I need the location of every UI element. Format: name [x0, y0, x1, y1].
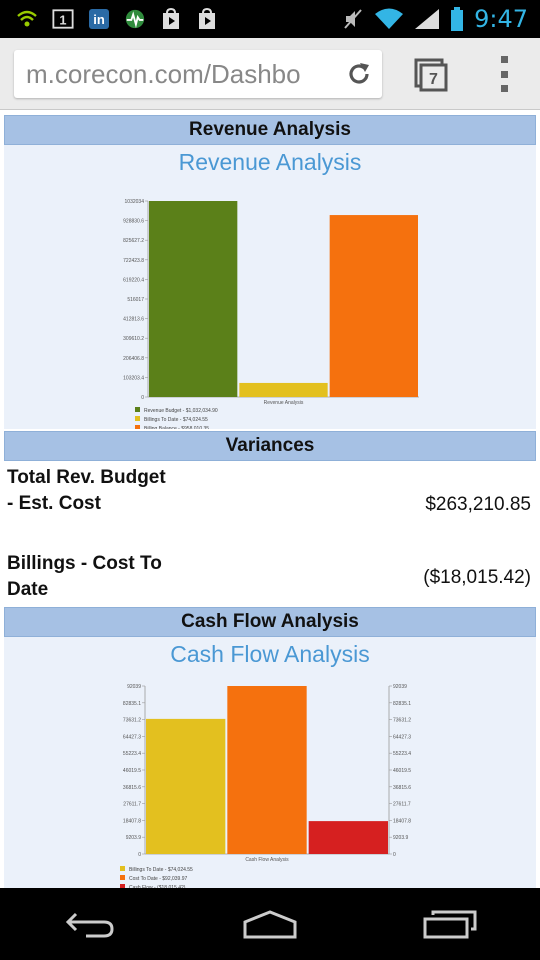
legend-label: Billings To Date - $74,024.55: [144, 417, 208, 423]
y2-tick-label: 27611.7: [393, 802, 411, 808]
y2-tick-label: 36815.6: [393, 785, 411, 791]
bar-revenue-budget: [149, 201, 238, 397]
back-button[interactable]: [60, 904, 120, 944]
revenue-chart: 1032034 928830.6 825627.2 722423.8 619220.4 5…: [123, 199, 419, 429]
legend-swatch: [120, 884, 125, 888]
play-store-icon: [160, 8, 182, 30]
y-tick-label: 516017: [127, 297, 144, 303]
bar-billings-to-date: [239, 382, 328, 397]
y2-tick-label: 18407.8: [393, 818, 411, 824]
y2-tick-label: 0: [393, 852, 396, 858]
overflow-menu-icon[interactable]: [496, 56, 512, 92]
y2-tick-label: 55223.4: [393, 751, 411, 757]
variances-header: Variances: [4, 431, 536, 461]
legend-label: Cash Flow - ($18,015.42): [129, 885, 186, 888]
mute-icon: [342, 8, 364, 30]
calendar-icon: 1: [52, 8, 74, 30]
wifi-icon: [374, 8, 404, 30]
svg-text:in: in: [93, 12, 105, 27]
battery-icon: [450, 7, 464, 31]
y-tick-label: 412813.6: [123, 317, 144, 323]
url-text[interactable]: m.corecon.com/Dashbo: [26, 59, 336, 90]
y-tick-label: 36815.6: [123, 785, 141, 791]
url-bar[interactable]: m.corecon.com/Dashbo: [14, 50, 382, 98]
browser-toolbar: m.corecon.com/Dashbo 7: [0, 38, 540, 110]
bar-billing-balance: [329, 215, 418, 397]
y-tick-label: 619220.4: [123, 277, 144, 283]
revenue-chart-title: Revenue Analysis: [178, 149, 362, 175]
y-tick-label: 103203.4: [123, 375, 144, 381]
status-bar: 1 in 9:47: [0, 0, 540, 38]
variance-label: Billings - Cost To Date: [7, 553, 162, 600]
y-tick-label: 18407.8: [123, 818, 141, 824]
legend-swatch: [135, 425, 140, 429]
url-host: m.corecon.com: [26, 59, 204, 89]
legend-label: Revenue Budget - $1,032,034.90: [144, 408, 218, 414]
revenue-chart-panel: Revenue Analysis 1032034 928830.6 825627.2…: [4, 145, 536, 429]
y2-tick-label: 82835.1: [393, 701, 411, 707]
y-tick-label: 9203.9: [126, 835, 142, 841]
y2-tick-label: 92039: [393, 684, 407, 690]
cash-flow-chart: 92039 92039 82835.1 82835.1 73631.2 73631.2 64…: [120, 684, 411, 888]
svg-text:1: 1: [59, 13, 66, 28]
variance-row-revenue: Total Rev. Budget - Est. Cost $263,210.8…: [0, 465, 540, 545]
bar-cost-to-date: [227, 686, 307, 854]
y2-tick-label: 9203.9: [393, 835, 409, 841]
legend-label: Billing Balance - $958,010.35: [144, 426, 209, 429]
y-tick-label: 27611.7: [123, 802, 141, 808]
variance-label: Total Rev. Budget - Est. Cost: [7, 467, 166, 514]
bar-cash-flow: [308, 821, 388, 854]
cash-flow-chart-title: Cash Flow Analysis: [170, 641, 370, 667]
y-tick-label: 55223.4: [123, 751, 141, 757]
svg-text:7: 7: [429, 71, 438, 88]
legend-swatch: [120, 866, 125, 871]
y2-tick-label: 46019.5: [393, 768, 411, 774]
url-path: /Dashbo: [203, 59, 301, 89]
y-tick-label: 46019.5: [123, 768, 141, 774]
reload-icon[interactable]: [346, 61, 372, 92]
cash-flow-chart-panel: Cash Flow Analysis 92039 92039 82835.1 8283…: [4, 637, 536, 888]
y2-tick-label: 64427.3: [393, 734, 411, 740]
recent-apps-button[interactable]: [420, 904, 480, 944]
variance-row-billings: Billings - Cost To Date ($18,015.42): [0, 551, 540, 605]
legend-label: Billings To Date - $74,024.55: [129, 867, 193, 873]
linkedin-icon: in: [88, 8, 110, 30]
y-tick-label: 1032034: [125, 199, 145, 205]
y-tick-label: 73631.2: [123, 718, 141, 724]
legend-swatch: [135, 407, 140, 412]
y-tick-label: 825627.2: [123, 238, 144, 244]
navigation-bar: [0, 888, 540, 960]
cash-flow-header: Cash Flow Analysis: [4, 607, 536, 637]
y-tick-label: 82835.1: [123, 701, 141, 707]
play-store-icon: [196, 8, 218, 30]
wifi-small-icon: [16, 8, 38, 30]
y2-tick-label: 73631.2: [393, 718, 411, 724]
page-content: Revenue Analysis Revenue Analysis 103203…: [0, 111, 540, 888]
x-axis-label: Cash Flow Analysis: [245, 857, 289, 863]
y-tick-label: 64427.3: [123, 734, 141, 740]
y-tick-label: 92039: [127, 684, 141, 690]
y-tick-label: 206406.8: [123, 356, 144, 362]
legend-swatch: [120, 875, 125, 880]
variance-value: ($18,015.42): [423, 567, 531, 588]
bar-billings-to-date: [146, 718, 226, 854]
tabs-button[interactable]: 7: [414, 58, 448, 92]
y-tick-label: 928830.6: [123, 219, 144, 225]
x-axis-label: Revenue Analysis: [264, 400, 304, 406]
signal-icon: [414, 8, 440, 30]
variance-value: $263,210.85: [425, 494, 531, 515]
clock: 9:47: [474, 5, 528, 33]
legend-swatch: [135, 416, 140, 421]
y-tick-label: 309610.2: [123, 336, 144, 342]
legend-label: Cost To Date - $92,039.97: [129, 876, 187, 882]
pulse-icon: [124, 8, 146, 30]
y-tick-label: 0: [138, 852, 141, 858]
revenue-analysis-header: Revenue Analysis: [4, 115, 536, 145]
home-button[interactable]: [240, 904, 300, 944]
y-tick-label: 0: [141, 395, 144, 401]
y-tick-label: 722423.8: [123, 258, 144, 264]
